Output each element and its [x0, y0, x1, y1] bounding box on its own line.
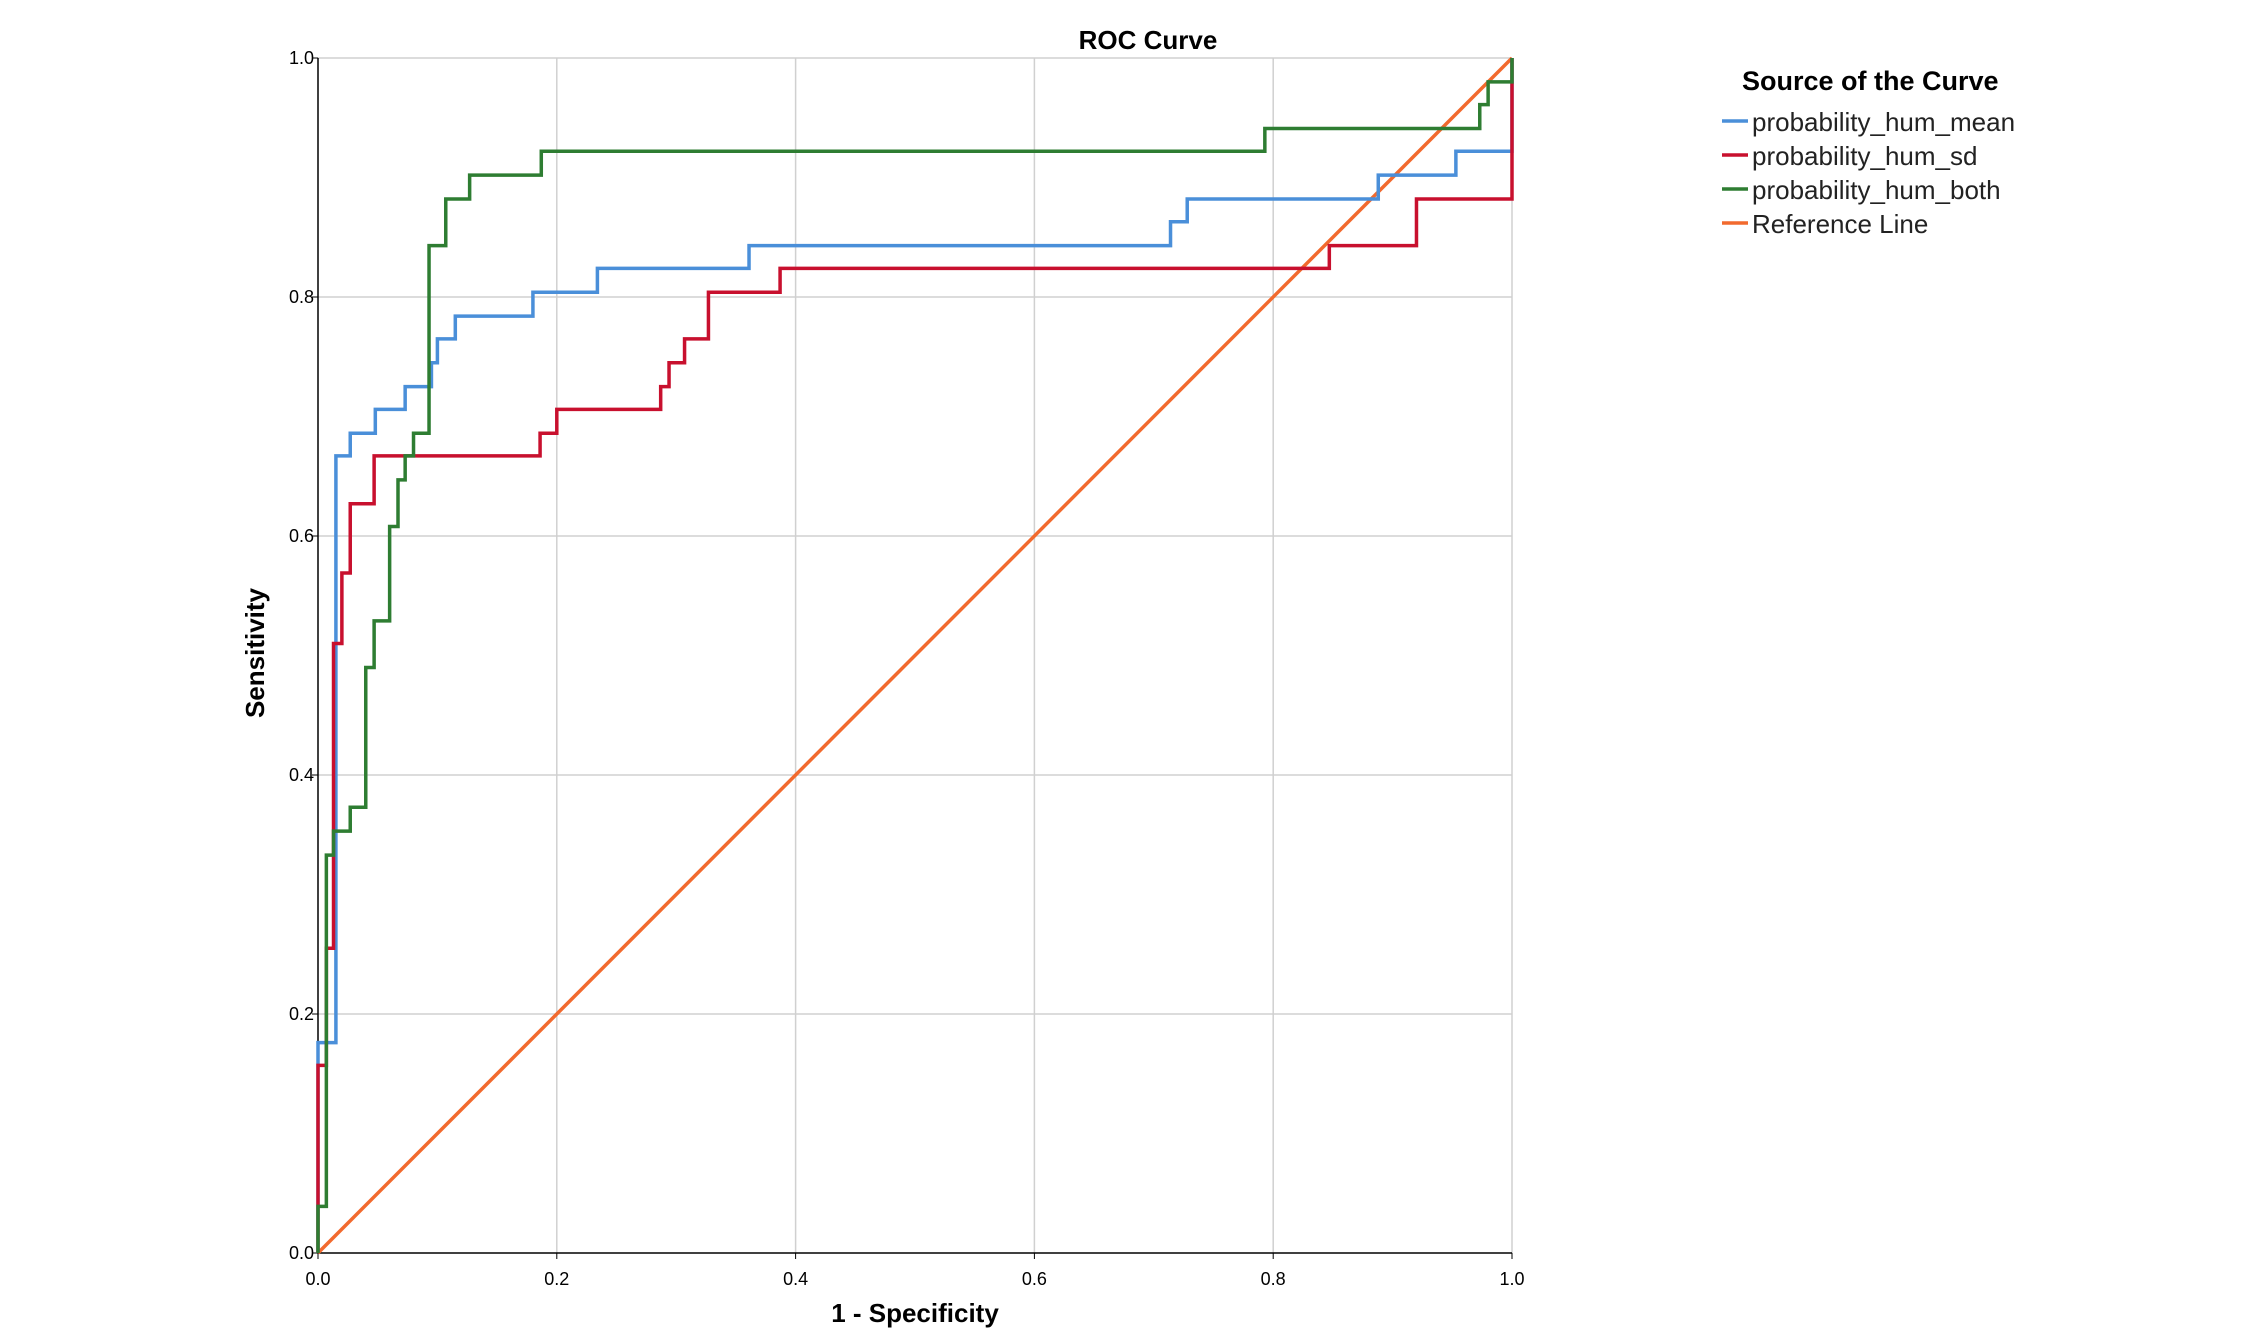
- x-tick-label: 0.2: [544, 1269, 569, 1289]
- grid-layer: [318, 57, 1513, 1253]
- x-tick-label: 0.6: [1022, 1269, 1047, 1289]
- x-tick-label: 0.4: [783, 1269, 808, 1289]
- legend-title: Source of the Curve: [1742, 66, 1999, 96]
- series-line-probability-hum-mean: [316, 58, 1514, 1253]
- y-tick-label: 0.8: [289, 287, 314, 307]
- x-tick-label: 0.0: [305, 1269, 330, 1289]
- x-tick-label: 1.0: [1499, 1269, 1524, 1289]
- y-tick-label: 0.0: [289, 1243, 314, 1263]
- series-line-probability-hum-sd: [316, 58, 1514, 1253]
- x-axis-title: 1 - Specificity: [831, 1298, 999, 1328]
- legend-label-probability-hum-mean: probability_hum_mean: [1752, 107, 2015, 137]
- axis-layer: 0.0 0.2 0.4 0.6 0.8 1.0 0.0 0.2 0.4 0.6 0.8 1.0: [289, 48, 1525, 1289]
- legend: Source of the Curve probability_hum_mean…: [1722, 66, 2015, 239]
- legend-label-probability-hum-sd: probability_hum_sd: [1752, 141, 1977, 171]
- y-tick-label: 0.2: [289, 1004, 314, 1024]
- x-tick-label: 0.8: [1261, 1269, 1286, 1289]
- legend-label-reference-line: Reference Line: [1752, 209, 1928, 239]
- series-line-probability-hum-both: [316, 58, 1514, 1253]
- y-tick-label: 0.6: [289, 526, 314, 546]
- chart-title: ROC Curve: [1079, 25, 1218, 55]
- y-axis-title: Sensitivity: [240, 587, 270, 718]
- y-tick-label: 1.0: [289, 48, 314, 68]
- series-line-reference-line: [316, 56, 1514, 1255]
- series-layer: [316, 56, 1514, 1255]
- legend-label-probability-hum-both: probability_hum_both: [1752, 175, 2001, 205]
- y-tick-label: 0.4: [289, 765, 314, 785]
